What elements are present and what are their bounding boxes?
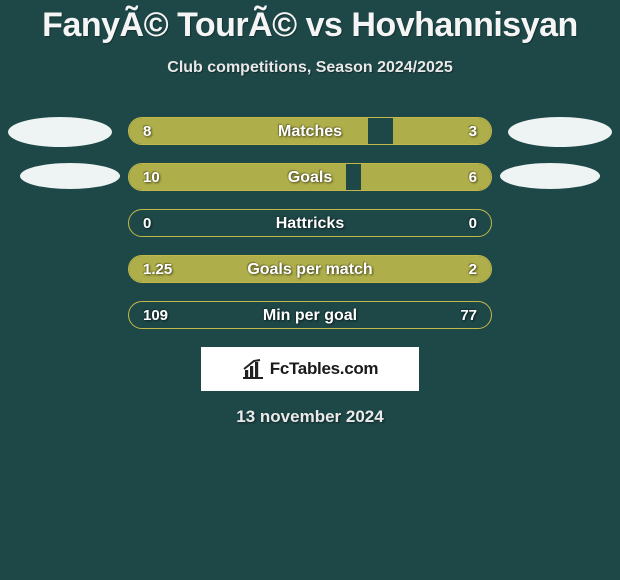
stat-row: 109 Min per goal 77 — [128, 301, 492, 329]
stat-fill-left — [129, 164, 346, 190]
bar-chart-icon — [242, 359, 264, 379]
stat-value-right: 3 — [469, 118, 477, 145]
stat-value-right: 2 — [469, 256, 477, 283]
stat-row: 8 Matches 3 — [128, 117, 492, 145]
brand-label: FcTables.com — [270, 359, 379, 379]
stat-value-left: 8 — [143, 118, 151, 145]
stat-value-left: 1.25 — [143, 256, 172, 283]
stat-label: Hattricks — [129, 210, 491, 237]
stat-value-left: 0 — [143, 210, 151, 237]
stat-value-right: 77 — [460, 302, 477, 329]
comparison-card: FanyÃ© TourÃ© vs Hovhannisyan Club compe… — [0, 0, 620, 427]
page-title: FanyÃ© TourÃ© vs Hovhannisyan — [0, 6, 620, 45]
stat-bar: 0 Hattricks 0 — [128, 209, 492, 237]
stat-row: 1.25 Goals per match 2 — [128, 255, 492, 283]
stat-value-right: 6 — [469, 164, 477, 191]
stat-fill-left — [129, 118, 368, 144]
stat-label: Min per goal — [129, 302, 491, 329]
stat-value-left: 109 — [143, 302, 168, 329]
player-right-ellipse-2 — [500, 163, 600, 189]
stat-row: 10 Goals 6 — [128, 163, 492, 191]
stat-bar: 109 Min per goal 77 — [128, 301, 492, 329]
player-left-ellipse-1 — [8, 117, 112, 147]
stats-area: 8 Matches 3 10 Goals 6 0 Hattricks 0 — [0, 117, 620, 427]
subtitle: Club competitions, Season 2024/2025 — [0, 59, 620, 77]
stat-bar: 10 Goals 6 — [128, 163, 492, 191]
stat-bar: 8 Matches 3 — [128, 117, 492, 145]
stat-bar: 1.25 Goals per match 2 — [128, 255, 492, 283]
stat-fill-right — [252, 256, 491, 282]
player-right-ellipse-1 — [508, 117, 612, 147]
stat-value-left: 10 — [143, 164, 160, 191]
player-left-ellipse-2 — [20, 163, 120, 189]
brand-link[interactable]: FcTables.com — [201, 347, 419, 391]
stat-value-right: 0 — [469, 210, 477, 237]
date-label: 13 november 2024 — [128, 407, 492, 427]
stat-row: 0 Hattricks 0 — [128, 209, 492, 237]
